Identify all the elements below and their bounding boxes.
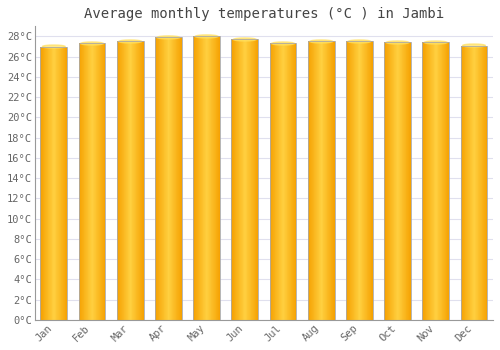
Ellipse shape xyxy=(42,45,65,48)
Bar xyxy=(155,37,182,320)
Bar xyxy=(40,47,67,320)
Bar xyxy=(193,36,220,320)
Ellipse shape xyxy=(310,40,332,43)
Bar xyxy=(232,40,258,320)
Ellipse shape xyxy=(157,36,180,39)
Title: Average monthly temperatures (°C ) in Jambi: Average monthly temperatures (°C ) in Ja… xyxy=(84,7,444,21)
Ellipse shape xyxy=(386,41,409,44)
Bar xyxy=(384,42,411,320)
Ellipse shape xyxy=(462,44,485,47)
Ellipse shape xyxy=(424,41,447,44)
Ellipse shape xyxy=(119,40,142,43)
Bar xyxy=(346,41,372,320)
Ellipse shape xyxy=(80,42,104,45)
Bar xyxy=(117,41,143,320)
Ellipse shape xyxy=(234,38,256,41)
Bar xyxy=(422,42,449,320)
Bar xyxy=(270,43,296,320)
Ellipse shape xyxy=(195,35,218,38)
Bar xyxy=(460,46,487,320)
Bar xyxy=(308,41,334,320)
Bar xyxy=(78,43,106,320)
Ellipse shape xyxy=(272,42,294,45)
Ellipse shape xyxy=(348,40,370,43)
